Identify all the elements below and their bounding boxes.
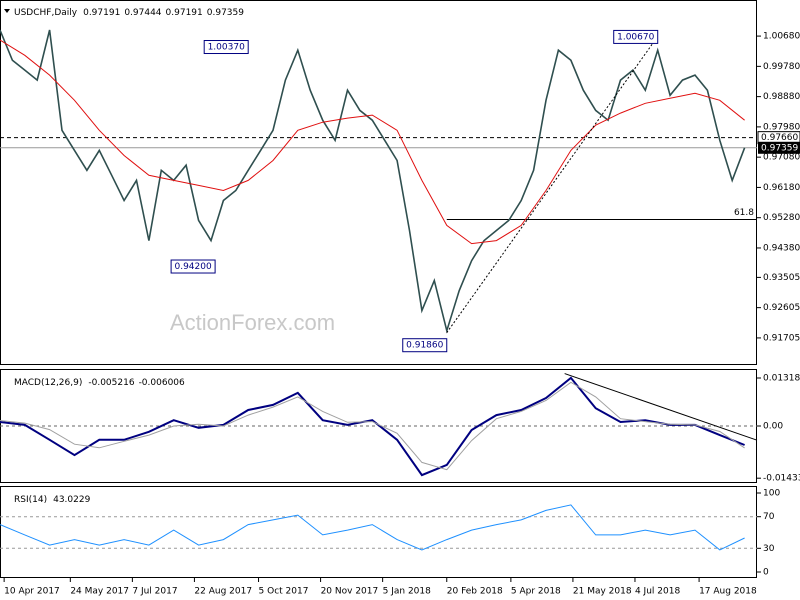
y-tick-label: 0.97080	[763, 153, 800, 163]
y-tick-label: 0.92605	[763, 303, 800, 313]
series-line	[0, 376, 745, 477]
panel-title: RSI(14)	[14, 495, 47, 505]
x-tick-label: 20 Nov 2017	[321, 587, 379, 597]
watermark: ActionForex.com	[170, 310, 335, 335]
series-line	[0, 504, 745, 551]
panel-header: MACD(12,26,9) -0.005216 -0.006006	[14, 378, 185, 388]
annotation-box	[402, 338, 448, 353]
trendline	[446, 36, 659, 334]
readout-value: 43.0229	[53, 495, 90, 505]
y-tick-label: 0.97980	[763, 122, 800, 132]
x-tick-label: 24 May 2017	[70, 587, 129, 597]
level-label: 0.97660	[761, 133, 798, 143]
annotation-label: 1.00670	[617, 32, 654, 42]
y-tick-label: -0.014339	[763, 474, 800, 484]
y-tick-label: 0	[763, 567, 769, 577]
annotation-label: 1.00370	[208, 43, 245, 53]
x-tick-label: 17 Aug 2018	[699, 587, 757, 597]
y-tick-label: 0.96180	[763, 183, 800, 193]
x-tick-label: 4 Jul 2018	[635, 587, 680, 597]
annotation-box	[203, 40, 249, 55]
y-tick-label: 0.93505	[763, 273, 800, 283]
annotation-label: 0.94200	[174, 262, 211, 272]
y-tick-label: 0.91705	[763, 333, 800, 343]
series-line	[0, 29, 746, 334]
readout-value: 0.97359	[207, 8, 244, 18]
x-tick-label: 7 Jul 2017	[132, 587, 177, 597]
x-tick-label: 22 Aug 2017	[194, 587, 252, 597]
annotation-box	[613, 29, 659, 44]
x-tick-label: 10 Apr 2017	[4, 587, 60, 597]
x-tick-label: 5 Jan 2018	[383, 587, 431, 597]
panel-header: RSI(14) 43.0229	[14, 495, 91, 505]
y-tick-label: 0.98880	[763, 92, 800, 102]
price-panel	[0, 0, 757, 365]
x-tick-label: 5 Apr 2018	[511, 587, 561, 597]
panel-title: USDCHF,Daily	[14, 8, 78, 18]
readout-value: -0.005216	[88, 378, 134, 388]
readout-value: 0.97191	[83, 8, 120, 18]
y-tick-label: 1.00680	[763, 32, 800, 42]
y-tick-label: 30	[763, 544, 775, 554]
price-tag	[758, 141, 800, 154]
trendline	[564, 373, 758, 441]
readout-value: 0.97444	[124, 8, 161, 18]
series-line	[0, 381, 745, 471]
y-tick-label: 0.95280	[763, 213, 800, 223]
x-tick-label: 5 Oct 2017	[259, 587, 309, 597]
panel-header: USDCHF,Daily 0.97191 0.97444 0.97191 0.97359	[14, 8, 244, 18]
symbol-arrow	[4, 9, 10, 13]
y-tick-label: 70	[763, 512, 775, 522]
annotation-box	[170, 259, 216, 274]
x-tick-label: 21 May 2018	[573, 587, 632, 597]
series-line	[0, 39, 745, 245]
y-tick-label: 0.99780	[763, 62, 800, 72]
y-tick-label: 0.013184	[763, 373, 800, 383]
rsi-panel	[0, 486, 757, 578]
fib-label: 61.8	[734, 208, 754, 218]
price-label: 0.97359	[761, 143, 798, 153]
readout-value: 0.97191	[166, 8, 203, 18]
readout-value: -0.006006	[139, 378, 185, 388]
x-tick-label: 20 Feb 2018	[447, 587, 503, 597]
y-tick-label: 0.00	[763, 421, 783, 431]
y-tick-label: 0.94380	[763, 243, 800, 253]
y-tick-label: 100	[763, 489, 780, 499]
annotation-label: 0.91860	[406, 341, 443, 351]
panel-title: MACD(12,26,9)	[14, 378, 82, 388]
